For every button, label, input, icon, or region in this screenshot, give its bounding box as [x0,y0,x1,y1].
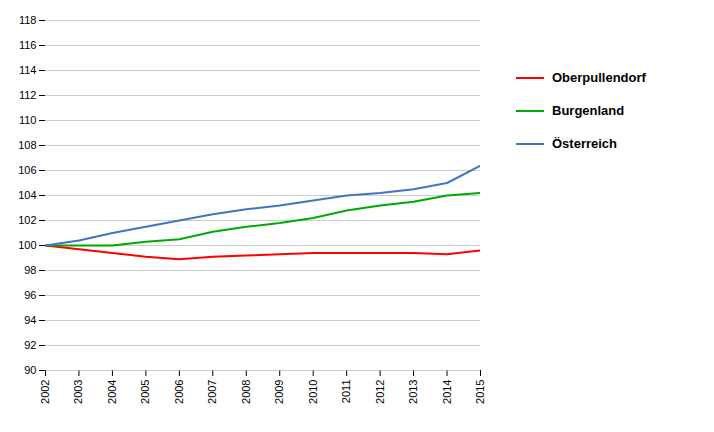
svg-text:110: 110 [19,114,37,126]
svg-text:104: 104 [18,189,36,201]
svg-text:2010: 2010 [307,380,319,404]
svg-text:2014: 2014 [441,380,453,404]
svg-text:2012: 2012 [374,380,386,404]
svg-text:100: 100 [18,239,36,251]
svg-text:2015: 2015 [474,380,486,404]
svg-text:2005: 2005 [139,380,151,404]
svg-text:114: 114 [19,64,37,76]
svg-text:102: 102 [18,214,36,226]
svg-text:112: 112 [19,89,37,101]
svg-text:108: 108 [18,139,36,151]
svg-text:106: 106 [18,164,36,176]
svg-text:90: 90 [24,364,36,376]
svg-text:2002: 2002 [39,380,51,404]
svg-text:92: 92 [24,339,36,351]
svg-text:2007: 2007 [206,380,218,404]
svg-text:96: 96 [24,289,36,301]
svg-text:2013: 2013 [407,380,419,404]
svg-text:94: 94 [24,314,36,326]
svg-text:2006: 2006 [173,380,185,404]
svg-text:98: 98 [24,264,36,276]
html-text:Österreich: Österreich [552,136,617,151]
html-text:Burgenland: Burgenland [552,103,625,118]
svg-text:2008: 2008 [240,380,252,404]
svg-text:118: 118 [19,14,37,26]
svg-text:2003: 2003 [72,380,84,404]
html-text:Oberpullendorf: Oberpullendorf [552,70,646,85]
svg-text:116: 116 [19,39,37,51]
svg-text:2004: 2004 [106,380,118,404]
svg-text:2009: 2009 [273,380,285,404]
svg-text:2011: 2011 [340,380,352,404]
